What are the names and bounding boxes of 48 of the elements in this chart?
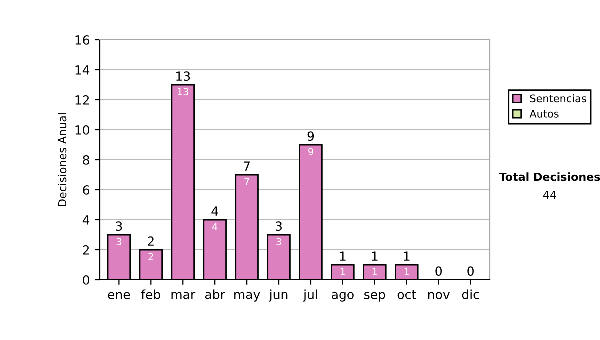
y-tick-label: 14 xyxy=(76,66,90,75)
data-label: 13 xyxy=(178,88,189,96)
data-label: 3 xyxy=(276,238,282,246)
total-label: 9 xyxy=(308,132,314,142)
x-tick-label: ene xyxy=(108,292,130,300)
total-label: 2 xyxy=(148,236,154,246)
total-label: 1 xyxy=(372,252,378,261)
x-tick-label: nov xyxy=(428,292,450,300)
data-label: 3 xyxy=(116,238,122,246)
x-tick-label: abr xyxy=(205,290,226,300)
data-label: 1 xyxy=(404,268,410,276)
x-tick-label: oct xyxy=(398,290,416,300)
total-label: 1 xyxy=(404,252,410,261)
legend-label: Sentencias xyxy=(530,94,586,103)
total-label: 0 xyxy=(436,266,442,276)
x-tick-label: feb xyxy=(141,290,160,300)
total-label: 3 xyxy=(116,222,122,232)
x-tick-label: may xyxy=(234,292,260,302)
total-label: 7 xyxy=(244,162,250,171)
text: Total Decisiones xyxy=(499,172,600,182)
total-label: 13 xyxy=(176,72,190,82)
y-tick-label: 4 xyxy=(82,216,90,225)
x-tick-label: mar xyxy=(172,292,196,300)
x-tick-label: dic xyxy=(462,290,480,300)
y-axis-title: Decisiones Anual xyxy=(58,114,67,206)
text: 44 xyxy=(543,190,556,200)
data-label: 2 xyxy=(148,253,154,260)
y-tick-label: 10 xyxy=(76,125,90,135)
x-tick-label: jul xyxy=(303,290,318,302)
x-tick-label: ago xyxy=(332,292,354,302)
y-tick-label: 2 xyxy=(83,245,90,255)
total-label: 1 xyxy=(340,252,346,261)
x-tick-label: jun xyxy=(269,290,288,302)
y-tick-label: 12 xyxy=(76,95,90,105)
total-label: 3 xyxy=(276,222,282,232)
y-tick-label: 16 xyxy=(76,35,90,45)
data-label: 7 xyxy=(244,178,250,186)
data-label: 9 xyxy=(308,148,314,156)
total-label: 0 xyxy=(468,266,474,276)
y-tick-label: 8 xyxy=(83,155,90,165)
total-label: 4 xyxy=(212,206,218,216)
legend-label: Autos xyxy=(530,110,559,118)
y-tick-label: 0 xyxy=(83,275,90,285)
data-label: 1 xyxy=(340,268,346,276)
x-tick-label: sep xyxy=(364,292,386,302)
y-tick-label: 6 xyxy=(83,185,90,195)
data-label: 4 xyxy=(212,223,218,230)
data-label: 1 xyxy=(372,268,378,276)
